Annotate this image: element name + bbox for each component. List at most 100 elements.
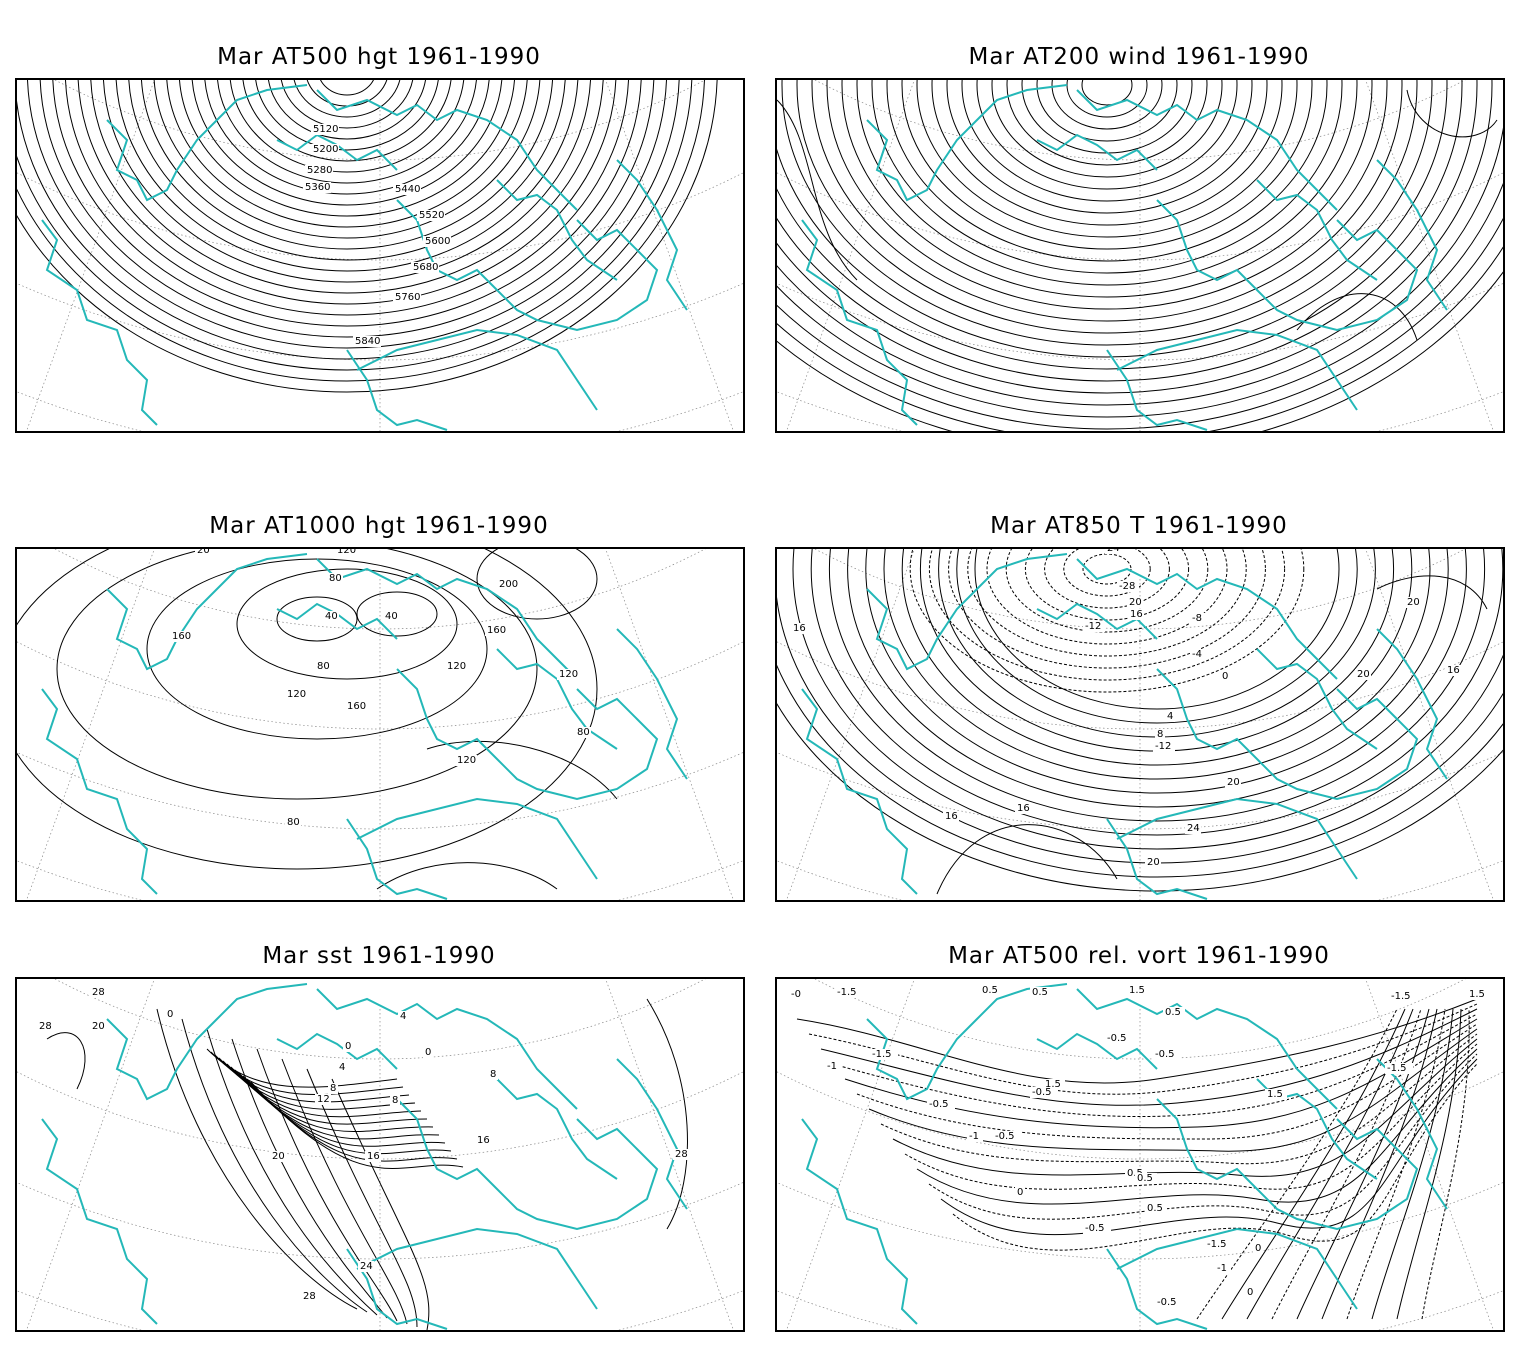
contour-label: 40 bbox=[385, 611, 398, 622]
contour-label: 16 bbox=[1017, 803, 1030, 814]
map-svg: 5120 5200 5280 5360 5440 5520 5600 5680 5760 5840 bbox=[17, 80, 743, 431]
temperature-contour-negative bbox=[928, 549, 1286, 681]
vorticity-contour bbox=[952, 1063, 1478, 1251]
height-contour bbox=[146, 558, 488, 740]
height-contour bbox=[217, 80, 477, 184]
streamline bbox=[931, 80, 1283, 226]
contour-label-bg bbox=[1083, 621, 1105, 632]
contour-label: -1 bbox=[827, 1061, 837, 1072]
contour-label-bg bbox=[445, 661, 467, 672]
contour-label-bg bbox=[165, 1009, 175, 1020]
panel-title: Mar AT200 wind 1961-1990 bbox=[968, 44, 1310, 70]
contour-label-bg bbox=[411, 262, 439, 273]
contour-label: 200 bbox=[499, 579, 518, 590]
contour-label: 28 bbox=[675, 1149, 688, 1160]
contour-label: 28 bbox=[92, 987, 105, 998]
contour-label: 80 bbox=[287, 817, 300, 828]
contour-label: 16 bbox=[1130, 609, 1143, 620]
meridian bbox=[605, 549, 734, 900]
contour-label: 120 bbox=[559, 669, 578, 680]
height-contour bbox=[179, 80, 515, 217]
meridian bbox=[26, 979, 155, 1330]
contour-label-bg bbox=[927, 1099, 955, 1110]
coastline bbox=[356, 797, 598, 880]
contour-label: 1.5 bbox=[1469, 989, 1485, 1000]
temperature-contour bbox=[974, 549, 1340, 710]
map-frame: 5120 5200 5280 5360 5440 5520 5600 5680 5760 5840 bbox=[15, 78, 745, 433]
contour-label-bg bbox=[390, 1095, 400, 1106]
contour-label-bg bbox=[1445, 665, 1461, 676]
contour-label-bg bbox=[323, 611, 339, 622]
contour-label-bg bbox=[1083, 1223, 1111, 1234]
contour-label-bg bbox=[37, 1021, 53, 1032]
vorticity-contour bbox=[1271, 1008, 1422, 1320]
contour-label: 16 bbox=[945, 811, 958, 822]
streamline bbox=[796, 80, 1418, 334]
contour-label-bg bbox=[358, 1261, 374, 1272]
contour-label: 28 bbox=[39, 1021, 52, 1032]
temperature-contour-negative bbox=[909, 549, 1305, 693]
contour-label: 8 bbox=[330, 1083, 336, 1094]
coastline bbox=[1106, 1248, 1208, 1330]
coastline bbox=[1106, 349, 1208, 431]
meridian bbox=[1365, 80, 1494, 431]
map-svg: 20 120 80 40 40 200 160 160 80 120 120 160 120 80 120 8… bbox=[17, 549, 743, 900]
coastline bbox=[316, 558, 578, 680]
contour-label-bg bbox=[365, 1151, 381, 1162]
contour-label-bg bbox=[315, 1094, 331, 1105]
contour-label: -1 bbox=[1217, 1263, 1227, 1274]
streamline bbox=[777, 80, 1448, 358]
contour-label-bg bbox=[327, 573, 343, 584]
contour-label-bg bbox=[1145, 1203, 1167, 1214]
coastline bbox=[1076, 988, 1338, 1110]
vorticity-contour bbox=[904, 1043, 1478, 1190]
contour-label-bg bbox=[328, 1083, 338, 1094]
contour-label-bg bbox=[825, 1061, 841, 1072]
streamline bbox=[811, 80, 1403, 322]
sst-contour bbox=[646, 998, 688, 1230]
contour-label: 5600 bbox=[425, 236, 450, 247]
contour-label-bg bbox=[980, 985, 1002, 996]
contour-label: 80 bbox=[577, 727, 590, 738]
height-contour bbox=[476, 549, 598, 620]
contour-label-bg bbox=[398, 1011, 408, 1022]
contour-label: 20 bbox=[197, 549, 210, 556]
map-frame: 20 120 80 40 40 200 160 160 80 120 120 160 120 80 120 8… bbox=[15, 547, 745, 902]
coastline bbox=[1256, 179, 1378, 281]
contour-label-bg bbox=[1220, 671, 1230, 682]
temperature-contour bbox=[865, 549, 1449, 794]
contour-label: 5680 bbox=[413, 262, 438, 273]
contour-label-bg bbox=[1190, 649, 1206, 660]
contour-label: 120 bbox=[287, 689, 306, 700]
sst-contour bbox=[281, 1058, 408, 1325]
streamline bbox=[976, 80, 1238, 190]
contour-label-bg bbox=[673, 1149, 689, 1160]
contour-label-bg bbox=[1043, 1079, 1065, 1090]
coastline bbox=[1036, 1032, 1158, 1070]
contour-label: 16 bbox=[477, 1135, 490, 1146]
contour-label-bg bbox=[1155, 1297, 1183, 1308]
contour-label-bg bbox=[301, 1291, 317, 1302]
contour-label: 20 bbox=[1227, 777, 1240, 788]
contour-label-bg bbox=[1153, 741, 1175, 752]
contour-label: -12 bbox=[1155, 741, 1171, 752]
height-contour bbox=[17, 549, 598, 870]
streamline bbox=[856, 80, 1358, 286]
coastline bbox=[41, 688, 158, 895]
temperature-contour bbox=[847, 549, 1467, 808]
contour-label-bg bbox=[1385, 1063, 1413, 1074]
temperature-contour bbox=[936, 824, 1118, 895]
contour-label: -0.5 bbox=[1032, 1087, 1052, 1098]
contour-label-bg bbox=[285, 689, 307, 700]
contour-label: 24 bbox=[360, 1261, 373, 1272]
contour-label: 160 bbox=[487, 625, 506, 636]
temperature-contour bbox=[901, 549, 1413, 766]
contour-label: 5840 bbox=[355, 336, 380, 347]
contour-label-bg bbox=[195, 549, 211, 556]
coastline bbox=[41, 219, 158, 426]
vorticity-contour bbox=[1196, 1008, 1398, 1320]
vorticity-contour bbox=[808, 1003, 1478, 1095]
contour-label: 0.5 bbox=[1147, 1203, 1163, 1214]
temperature-contour bbox=[777, 664, 1503, 878]
coastline bbox=[346, 818, 448, 900]
